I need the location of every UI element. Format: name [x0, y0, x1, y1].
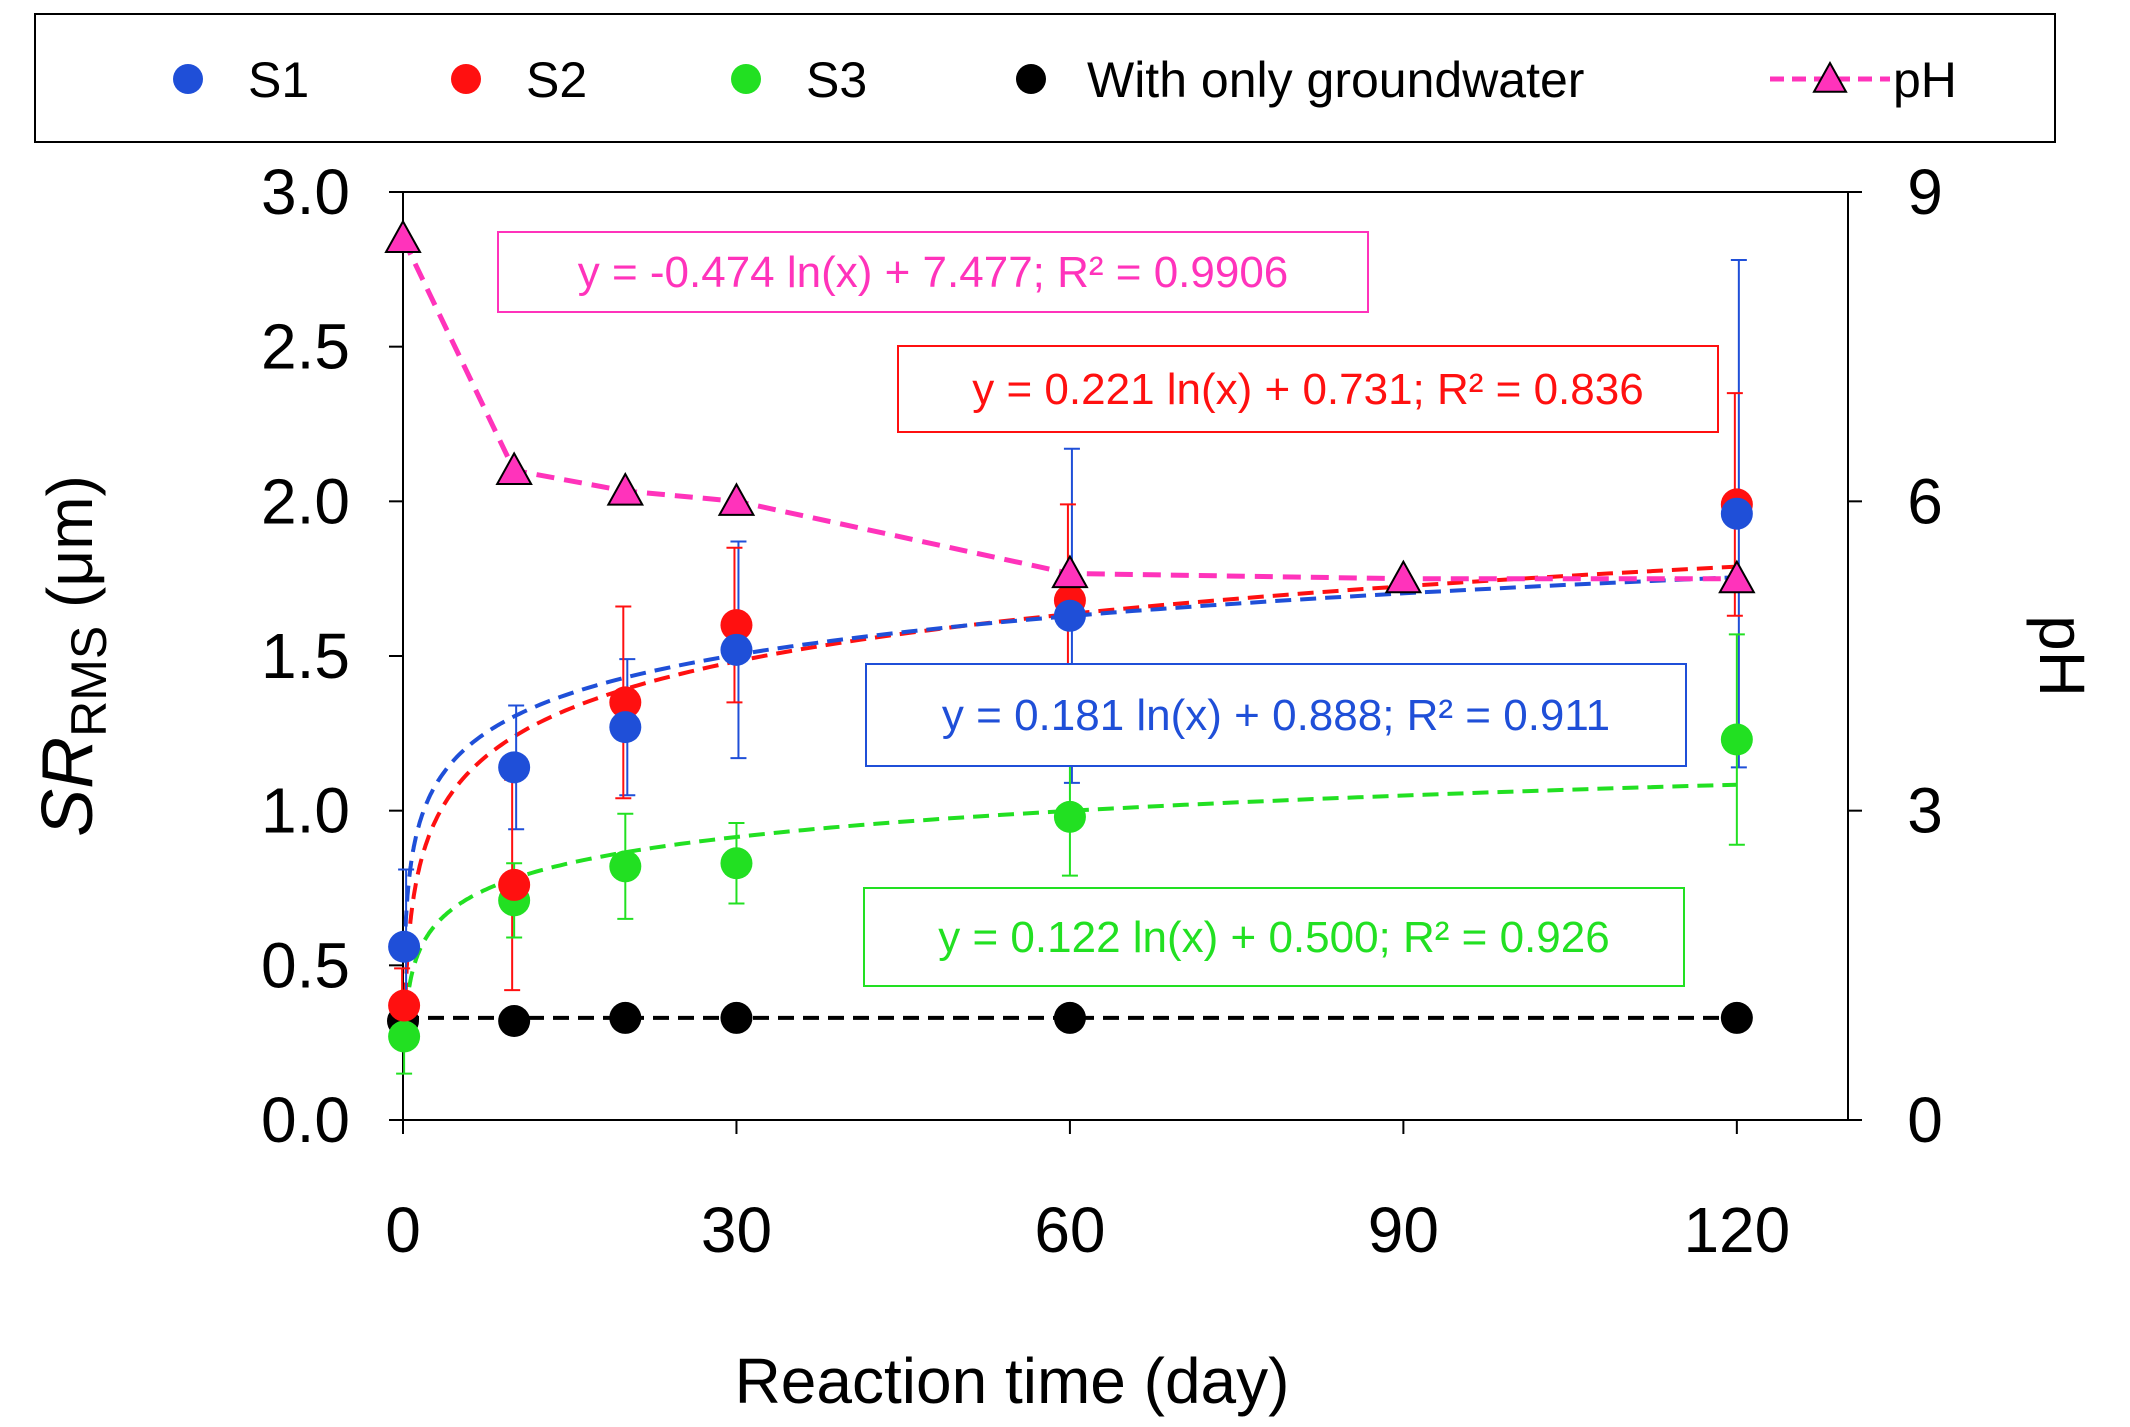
point-gw	[1053, 1001, 1086, 1034]
point-s3	[1053, 800, 1086, 833]
point-s1	[720, 633, 753, 666]
legend-marker-s1	[173, 64, 203, 94]
point-s1	[609, 711, 642, 744]
point-ph	[495, 451, 533, 485]
point-ph	[606, 471, 645, 506]
y-tick-label: 1.0	[261, 775, 350, 847]
point-gw	[1720, 1001, 1753, 1034]
point-gw	[720, 1001, 753, 1034]
point-s3	[609, 850, 642, 883]
point-ph	[717, 482, 756, 516]
fit-curve-s1	[402, 575, 1737, 952]
legend-label-s1: S1	[248, 52, 309, 108]
y2-tick-label: 0	[1907, 1084, 1943, 1156]
equation-box-s3	[863, 887, 1685, 987]
equation-label-s3: y = 0.122 ln(x) + 0.500; R² = 0.926	[938, 913, 1609, 962]
equation-box-ph	[497, 231, 1369, 313]
x-axis-label: Reaction time (day)	[735, 1345, 1290, 1417]
y-tick-label: 0.0	[261, 1084, 350, 1156]
point-s3	[720, 847, 753, 880]
legend: S1 S2 S3 With only groundwater pH	[173, 52, 1957, 108]
equation-box-s2	[897, 345, 1719, 433]
y-tick-label: 1.5	[261, 620, 350, 692]
x-tick-label: 0	[385, 1194, 421, 1266]
legend-marker-ph	[1812, 60, 1848, 93]
axis-ticks: 0 30 60 90 120 0.0 0.5 1.0 1.5 2.0 2.5 3.0 0 3 6 9	[261, 156, 1943, 1266]
point-gw	[609, 1001, 642, 1034]
equation-box-s1	[865, 663, 1687, 767]
x-tick-label: 60	[1034, 1194, 1105, 1266]
equation-label-s2: y = 0.221 ln(x) + 0.731; R² = 0.836	[972, 365, 1643, 414]
y-tick-label: 3.0	[261, 156, 350, 228]
x-tick-label: 90	[1368, 1194, 1439, 1266]
y-tick-label: 0.5	[261, 929, 350, 1001]
point-s2	[720, 609, 753, 642]
legend-label-s2: S2	[526, 52, 587, 108]
legend-marker-gw	[1016, 64, 1046, 94]
point-s1	[388, 930, 421, 963]
y2-tick-label: 6	[1907, 465, 1943, 537]
point-s3	[388, 1020, 421, 1053]
y-axis-label: SRRMS (μm)	[28, 475, 117, 837]
y-tick-label: 2.0	[261, 465, 350, 537]
point-s2	[498, 868, 531, 901]
point-ph	[1718, 559, 1756, 594]
point-s1	[1720, 497, 1753, 530]
x-tick-label: 30	[701, 1194, 772, 1266]
y-axis-label-main: SR	[28, 737, 108, 837]
x-tick-label: 120	[1683, 1194, 1790, 1266]
point-ph	[384, 219, 422, 253]
legend-label-ph: pH	[1893, 52, 1957, 108]
equation-boxes: y = -0.474 ln(x) + 7.477; R² = 0.9906 y =…	[497, 231, 1719, 987]
y-axis-label-unit: (μm)	[34, 475, 106, 626]
y-tick-label: 2.5	[261, 311, 350, 383]
y2-axis-label: pH	[2026, 615, 2098, 697]
legend-marker-s3	[731, 64, 761, 94]
legend-label-gw: With only groundwater	[1087, 52, 1584, 108]
y2-tick-label: 9	[1907, 156, 1943, 228]
point-ph	[1384, 559, 1423, 594]
legend-marker-s2	[451, 64, 481, 94]
point-ph	[1051, 554, 1089, 589]
point-s2	[609, 686, 642, 719]
y2-tick-label: 3	[1907, 775, 1943, 847]
point-s2	[388, 989, 421, 1022]
point-s3	[1720, 723, 1753, 756]
data-points	[384, 219, 1756, 1053]
equation-label-s1: y = 0.181 ln(x) + 0.888; R² = 0.911	[942, 691, 1610, 740]
point-s1	[498, 751, 531, 784]
point-gw	[498, 1005, 531, 1038]
equation-label-ph: y = -0.474 ln(x) + 7.477; R² = 0.9906	[578, 248, 1289, 297]
legend-label-s3: S3	[806, 52, 867, 108]
y-axis-label-sub: RMS	[61, 626, 117, 737]
point-s1	[1053, 599, 1086, 632]
fit-curve-s3	[402, 782, 1737, 1037]
